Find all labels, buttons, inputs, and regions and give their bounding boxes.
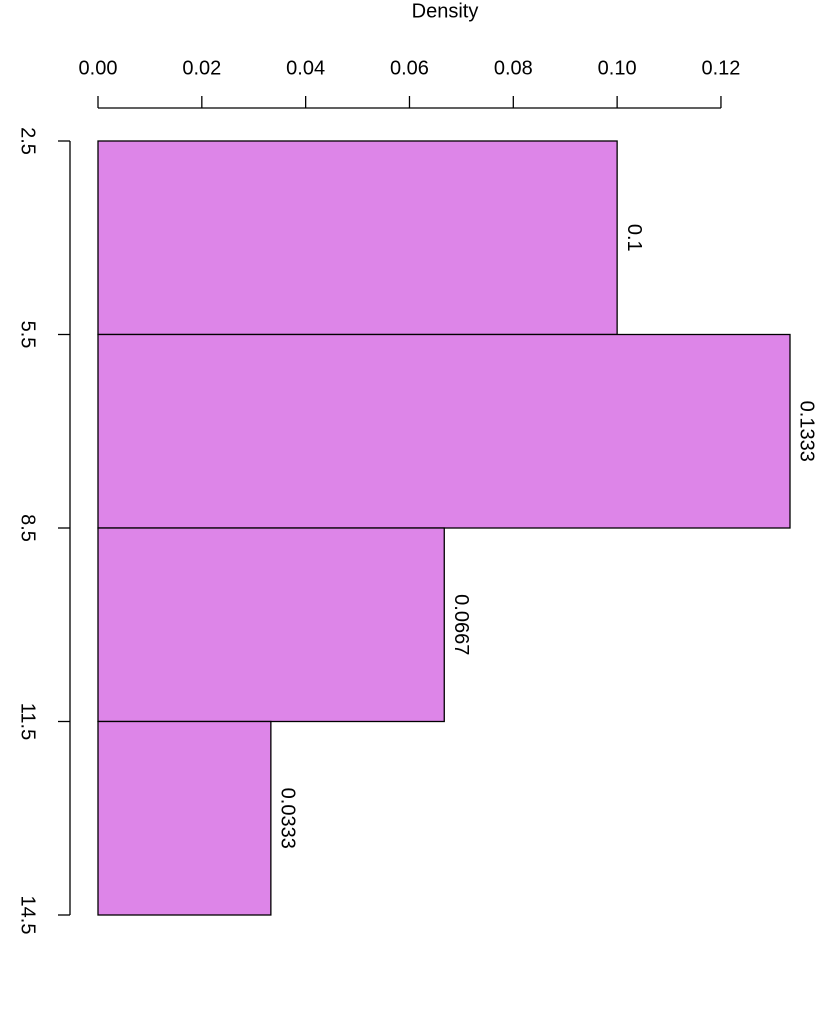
x-axis-label: Density (412, 0, 479, 22)
value-label: 0.0667 (450, 594, 472, 655)
y-tick-label: 5.5 (17, 321, 39, 349)
bar (97, 140, 618, 336)
value-label: 0.1333 (796, 401, 818, 462)
bar (97, 333, 791, 529)
x-tick-label: 0.12 (701, 57, 740, 79)
x-tick-label: 0.04 (286, 57, 325, 79)
x-tick-label: 0.02 (182, 57, 221, 79)
y-tick-label: 11.5 (17, 703, 39, 740)
y-tick-label: 8.5 (17, 514, 39, 542)
x-tick-label: 0.08 (494, 57, 533, 79)
bar (97, 527, 445, 723)
value-label: 0.1 (623, 224, 645, 252)
y-tick-label: 2.5 (17, 127, 39, 155)
x-tick-label: 0.06 (390, 57, 429, 79)
y-tick-label: 14.5 (17, 896, 39, 935)
bar (97, 720, 272, 916)
value-label: 0.0333 (277, 788, 299, 849)
x-tick-label: 0.00 (79, 57, 118, 79)
x-tick-label: 0.10 (598, 57, 637, 79)
